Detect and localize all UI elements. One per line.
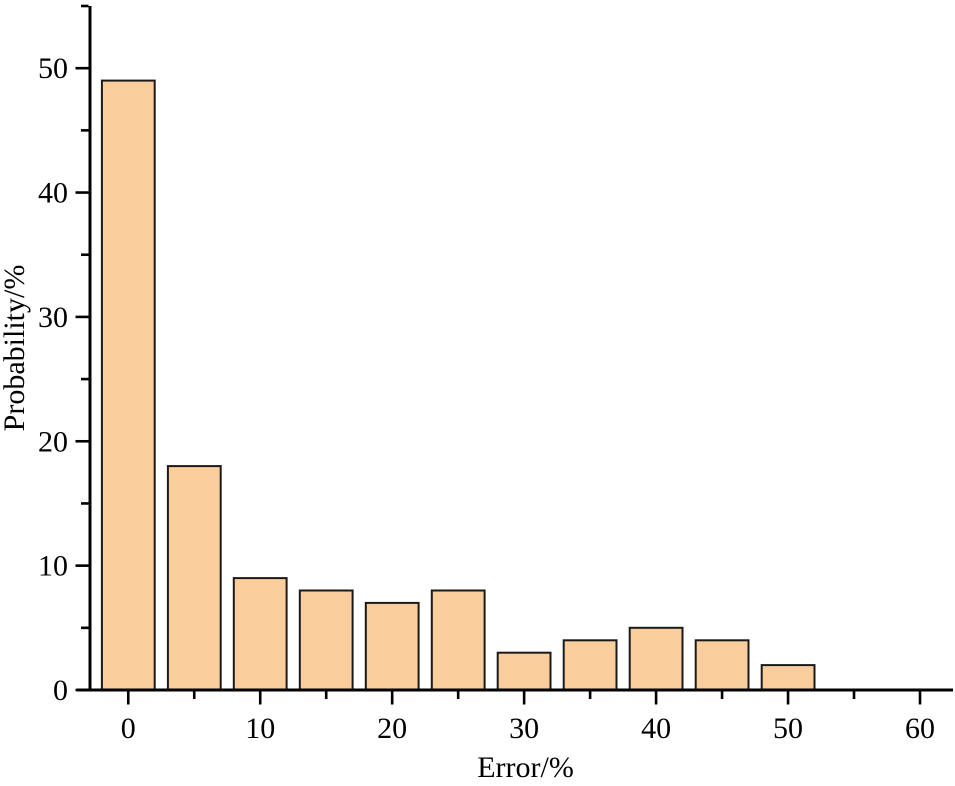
- x-tick-label: 60: [905, 712, 935, 745]
- bar: [430, 589, 486, 691]
- bar: [694, 639, 750, 691]
- bar: [100, 79, 156, 692]
- y-tick-label: 0: [53, 674, 68, 707]
- x-tick-label: 0: [121, 712, 136, 745]
- x-tick-label: 40: [641, 712, 671, 745]
- x-tick-label: 50: [773, 712, 803, 745]
- y-tick-label: 20: [38, 425, 68, 458]
- x-tick-label: 30: [509, 712, 539, 745]
- bar: [628, 626, 684, 691]
- bar: [364, 601, 420, 692]
- y-tick-label: 50: [38, 52, 68, 85]
- x-tick-label: 10: [245, 712, 275, 745]
- bar: [232, 577, 288, 691]
- x-axis-title: Error/%: [477, 751, 574, 784]
- y-tick-label: 10: [38, 550, 68, 583]
- bar: [166, 465, 222, 691]
- y-axis-title: Probability/%: [0, 265, 31, 432]
- bar: [298, 589, 354, 691]
- bar: [562, 639, 618, 691]
- y-tick-label: 40: [38, 177, 68, 210]
- x-tick-label: 20: [377, 712, 407, 745]
- y-tick-label: 30: [38, 301, 68, 334]
- bar: [760, 664, 816, 691]
- bar: [496, 651, 552, 692]
